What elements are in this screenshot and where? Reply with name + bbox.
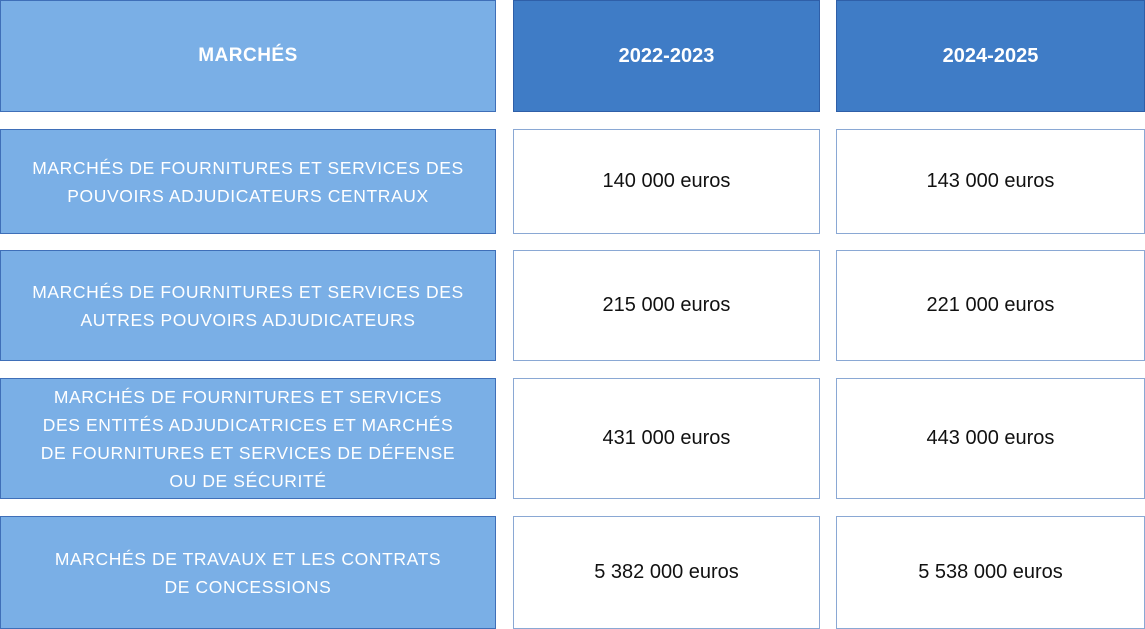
row-label: MARCHÉS DE FOURNITURES ET SERVICES DES E…: [0, 378, 496, 499]
header-period-2022-2023: 2022-2023: [513, 0, 820, 112]
label-line: POUVOIRS ADJUDICATEURS CENTRAUX: [67, 185, 429, 206]
header-markets: MARCHÉS: [0, 0, 496, 112]
value-2022-2023: 5 382 000 euros: [513, 516, 820, 629]
label-line: AUTRES POUVOIRS ADJUDICATEURS: [80, 309, 416, 330]
label-line: MARCHÉS DE FOURNITURES ET SERVICES DES: [32, 281, 464, 302]
label-line: DE FOURNITURES ET SERVICES DE DÉFENSE: [40, 442, 456, 463]
value-2024-2025: 443 000 euros: [836, 378, 1145, 499]
value-2024-2025: 5 538 000 euros: [836, 516, 1145, 629]
label-line: MARCHÉS DE TRAVAUX ET LES CONTRATS: [54, 548, 442, 569]
row-label: MARCHÉS DE FOURNITURES ET SERVICES DES A…: [0, 250, 496, 361]
label-line: OU DE SÉCURITÉ: [169, 470, 327, 491]
row-label: MARCHÉS DE TRAVAUX ET LES CONTRATS DE CO…: [0, 516, 496, 629]
value-2022-2023: 431 000 euros: [513, 378, 820, 499]
value-2022-2023: 140 000 euros: [513, 129, 820, 234]
label-line: DE CONCESSIONS: [164, 576, 332, 597]
label-line: DES ENTITÉS ADJUDICATRICES ET MARCHÉS: [42, 414, 454, 435]
value-2024-2025: 221 000 euros: [836, 250, 1145, 361]
row-label: MARCHÉS DE FOURNITURES ET SERVICES DES P…: [0, 129, 496, 234]
label-line: MARCHÉS DE FOURNITURES ET SERVICES: [53, 386, 443, 407]
header-period-2024-2025: 2024-2025: [836, 0, 1145, 112]
value-2024-2025: 143 000 euros: [836, 129, 1145, 234]
value-2022-2023: 215 000 euros: [513, 250, 820, 361]
label-line: MARCHÉS DE FOURNITURES ET SERVICES DES: [32, 157, 464, 178]
